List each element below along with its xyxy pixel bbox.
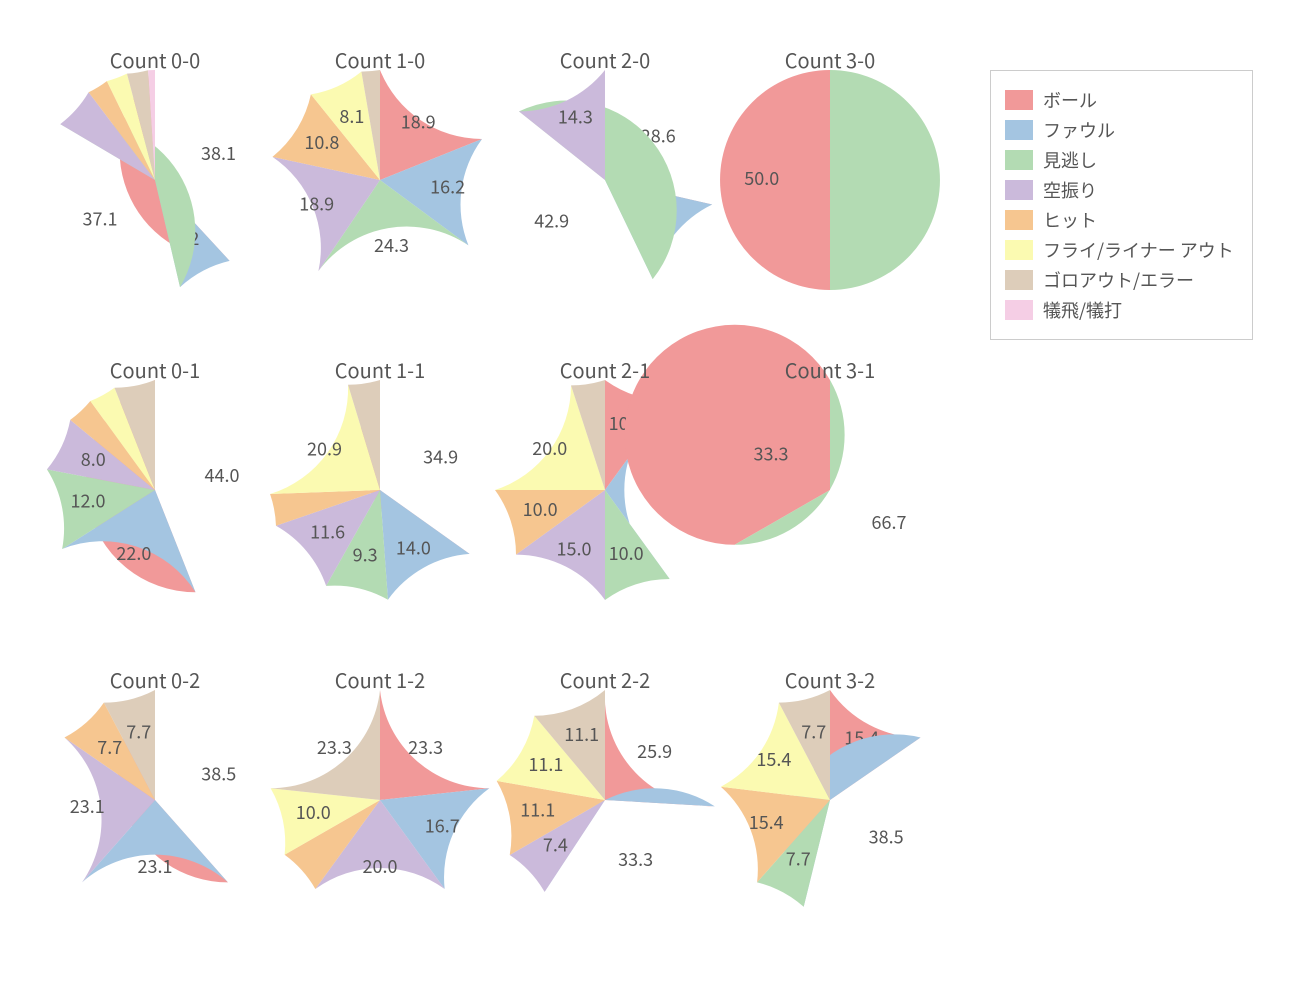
legend-swatch bbox=[1005, 240, 1033, 260]
slice-label: 38.1 bbox=[201, 140, 236, 166]
legend-swatch bbox=[1005, 150, 1033, 170]
chart-title: Count 3-2 bbox=[720, 665, 940, 694]
slice-label: 16.2 bbox=[430, 174, 465, 200]
legend-swatch bbox=[1005, 210, 1033, 230]
legend-item-foul: ファウル bbox=[1005, 115, 1234, 145]
slice-label: 23.1 bbox=[70, 793, 105, 819]
chart-title: Count 2-0 bbox=[495, 45, 715, 74]
legend-label: ファウル bbox=[1043, 117, 1115, 143]
legend-label: 犠飛/犠打 bbox=[1043, 297, 1122, 323]
slice-label: 33.3 bbox=[754, 441, 789, 467]
pie-grid-figure: 38.18.237.118.916.224.318.910.88.128.614… bbox=[0, 0, 1300, 1000]
legend-label: ヒット bbox=[1043, 207, 1097, 233]
legend-label: 見逃し bbox=[1043, 147, 1097, 173]
slice-label: 15.0 bbox=[557, 536, 592, 562]
slice-label: 23.3 bbox=[408, 734, 443, 760]
slice-label: 7.7 bbox=[786, 845, 811, 871]
slice-label: 8.1 bbox=[339, 103, 364, 129]
legend-swatch bbox=[1005, 300, 1033, 320]
slice-label: 23.3 bbox=[317, 734, 352, 760]
slice-label: 37.1 bbox=[83, 205, 118, 231]
chart-title: Count 3-1 bbox=[720, 355, 940, 384]
slice-label: 11.1 bbox=[528, 751, 563, 777]
legend-swatch bbox=[1005, 120, 1033, 140]
chart-title: Count 1-0 bbox=[270, 45, 490, 74]
legend-label: 空振り bbox=[1043, 177, 1097, 203]
chart-title: Count 0-1 bbox=[45, 355, 265, 384]
slice-label: 9.3 bbox=[353, 541, 378, 567]
slice-label: 38.5 bbox=[869, 824, 904, 850]
slice-label: 24.3 bbox=[374, 232, 409, 258]
slice-label: 14.0 bbox=[396, 534, 431, 560]
legend-item-swinging: 空振り bbox=[1005, 175, 1234, 205]
slice-label: 15.4 bbox=[749, 809, 784, 835]
slice-label: 16.7 bbox=[425, 813, 460, 839]
legend-item-fly: フライ/ライナー アウト bbox=[1005, 235, 1234, 265]
chart-title: Count 3-0 bbox=[720, 45, 940, 74]
slice-label: 10.0 bbox=[523, 496, 558, 522]
slice-label: 25.9 bbox=[637, 738, 672, 764]
pie-slice-looking bbox=[830, 70, 940, 290]
slice-label: 8.0 bbox=[81, 446, 106, 472]
legend-swatch bbox=[1005, 180, 1033, 200]
slice-label: 15.4 bbox=[756, 746, 791, 772]
chart-title: Count 1-2 bbox=[270, 665, 490, 694]
legend-item-ball: ボール bbox=[1005, 85, 1234, 115]
chart-title: Count 0-0 bbox=[45, 45, 265, 74]
legend-item-looking: 見逃し bbox=[1005, 145, 1234, 175]
slice-label: 66.7 bbox=[872, 509, 907, 535]
slice-label: 11.6 bbox=[310, 519, 345, 545]
legend-swatch bbox=[1005, 270, 1033, 290]
slice-label: 7.7 bbox=[97, 734, 122, 760]
slice-label: 7.4 bbox=[543, 832, 568, 858]
legend-item-sac: 犠飛/犠打 bbox=[1005, 295, 1234, 325]
legend-label: ボール bbox=[1043, 87, 1097, 113]
slice-label: 33.3 bbox=[618, 846, 653, 872]
slice-label: 44.0 bbox=[205, 462, 240, 488]
slice-label: 20.9 bbox=[307, 435, 342, 461]
slice-label: 10.0 bbox=[609, 540, 644, 566]
slice-label: 14.3 bbox=[558, 103, 593, 129]
slice-label: 18.9 bbox=[401, 108, 436, 134]
slice-label: 10.8 bbox=[304, 129, 339, 155]
chart-title: Count 0-2 bbox=[45, 665, 265, 694]
slice-label: 38.5 bbox=[201, 761, 236, 787]
chart-title: Count 2-2 bbox=[495, 665, 715, 694]
slice-label: 42.9 bbox=[534, 207, 569, 233]
slice-label: 20.0 bbox=[363, 853, 398, 879]
slice-label: 7.7 bbox=[126, 719, 151, 745]
legend-label: ゴロアウト/エラー bbox=[1043, 267, 1194, 293]
slice-label: 50.0 bbox=[744, 165, 779, 191]
legend-item-ground: ゴロアウト/エラー bbox=[1005, 265, 1234, 295]
slice-label: 20.0 bbox=[532, 435, 567, 461]
slice-label: 12.0 bbox=[71, 488, 106, 514]
slice-label: 11.1 bbox=[520, 797, 555, 823]
slice-label: 23.1 bbox=[138, 853, 173, 879]
legend-box: ボールファウル見逃し空振りヒットフライ/ライナー アウトゴロアウト/エラー犠飛/… bbox=[990, 70, 1253, 340]
legend-label: フライ/ライナー アウト bbox=[1043, 237, 1234, 263]
slice-label: 7.7 bbox=[801, 719, 826, 745]
slice-label: 34.9 bbox=[423, 444, 458, 470]
slice-label: 18.9 bbox=[299, 190, 334, 216]
chart-title: Count 2-1 bbox=[495, 355, 715, 384]
slice-label: 10.0 bbox=[296, 799, 331, 825]
slice-label: 11.1 bbox=[564, 721, 599, 747]
legend-item-hit: ヒット bbox=[1005, 205, 1234, 235]
slice-label: 22.0 bbox=[116, 540, 151, 566]
legend-swatch bbox=[1005, 90, 1033, 110]
chart-title: Count 1-1 bbox=[270, 355, 490, 384]
